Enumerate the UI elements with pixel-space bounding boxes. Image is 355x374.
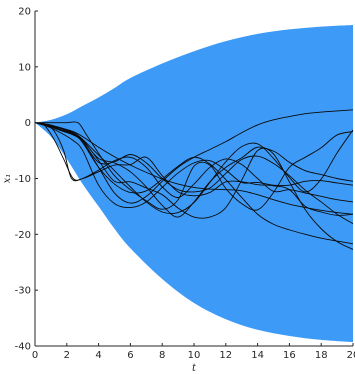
y-axis-label: x₁ (2, 174, 13, 184)
plot-area (34, 24, 354, 343)
x-tick-label: 2 (64, 350, 70, 361)
axes: 0 2 4 6 8 10 12 14 16 18 20 -40 -30 -20 -10 0 10 20 (15, 7, 355, 362)
x-tick-label: 0 (32, 350, 38, 361)
y-tick-label: 0 (25, 118, 31, 129)
y-tick-label: -30 (15, 286, 31, 297)
y-tick-label: 10 (18, 62, 31, 73)
y-ticks: -40 -30 -20 -10 0 10 20 (15, 7, 38, 353)
y-tick-label: -20 (15, 230, 31, 241)
x-tick-label: 12 (219, 350, 232, 361)
trajectory-line-3 (35, 121, 354, 211)
trajectory-line-9 (34, 122, 354, 250)
x-tick-label: 10 (188, 350, 201, 361)
y-tick-label: -10 (15, 174, 31, 185)
x-tick-label: 6 (127, 350, 133, 361)
y-tick-label: 20 (18, 7, 31, 18)
trajectory-line-11 (34, 122, 354, 215)
trajectory-line-10 (34, 122, 354, 214)
x-tick-label: 4 (95, 350, 101, 361)
y-tick-label: -40 (15, 342, 31, 353)
x-tick-label: 14 (251, 350, 264, 361)
x-tick-label: 18 (315, 350, 328, 361)
x-ticks: 0 2 4 6 8 10 12 14 16 18 20 (32, 343, 355, 361)
x-tick-label: 16 (283, 350, 296, 361)
x-tick-label: 20 (347, 350, 355, 361)
x-tick-label: 8 (159, 350, 165, 361)
x-axis-label: t (192, 363, 197, 374)
